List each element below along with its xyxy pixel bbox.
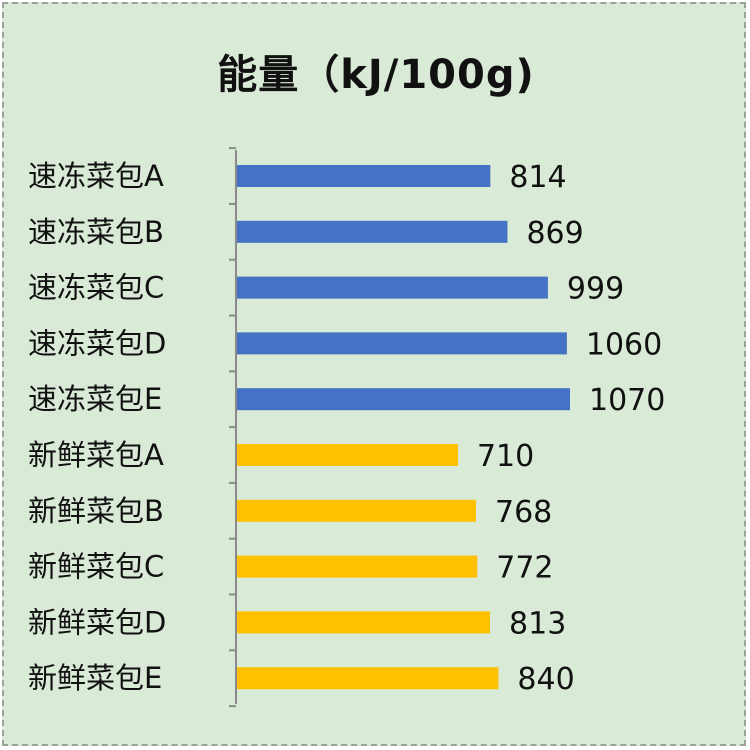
chart-title: 能量（kJ/100g) <box>217 52 535 98</box>
data-label: 813 <box>509 606 566 641</box>
data-label: 869 <box>526 216 583 251</box>
bar <box>237 444 458 466</box>
category-label: 新鲜菜包E <box>28 661 162 695</box>
data-label: 814 <box>509 160 566 195</box>
bar <box>237 611 491 634</box>
bar <box>237 276 548 299</box>
data-label: 1070 <box>589 383 665 418</box>
category-label: 新鲜菜包C <box>28 550 164 584</box>
category-label: 速冻菜包D <box>28 326 166 360</box>
category-label: 新鲜菜包A <box>28 438 164 472</box>
data-label: 999 <box>567 272 624 307</box>
category-label: 新鲜菜包B <box>28 494 164 528</box>
data-label: 768 <box>495 495 552 530</box>
bar <box>237 165 491 187</box>
category-label: 速冻菜包A <box>28 159 164 193</box>
data-label: 772 <box>496 551 553 586</box>
bar <box>237 220 508 243</box>
category-label: 速冻菜包B <box>28 215 164 249</box>
bar <box>237 499 477 522</box>
bar <box>237 388 570 411</box>
data-label: 1060 <box>586 327 662 362</box>
bar <box>237 332 567 355</box>
bar-chart: 速冻菜包A 814 速冻菜包B 869 速冻菜包C 999 速冻菜包D 1060 速冻菜包E 10… <box>28 147 665 708</box>
bar <box>237 555 478 578</box>
data-label: 710 <box>477 439 534 474</box>
category-label: 速冻菜包E <box>28 382 162 416</box>
category-label: 新鲜菜包D <box>28 605 166 639</box>
data-label: 840 <box>517 662 574 697</box>
category-label: 速冻菜包C <box>28 271 164 305</box>
bar <box>237 667 499 690</box>
